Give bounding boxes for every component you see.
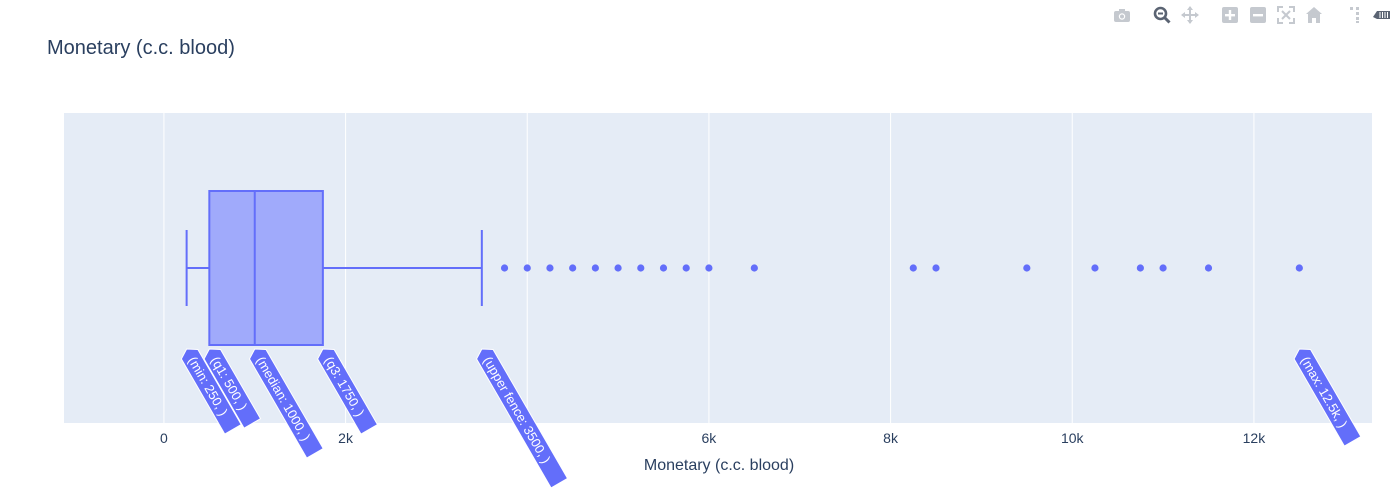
x-tick-label: 0 [160, 430, 168, 446]
outlier-point[interactable] [705, 264, 713, 272]
box-body[interactable] [208, 190, 324, 346]
outlier-point[interactable] [1159, 264, 1167, 272]
outlier-point[interactable] [1295, 264, 1303, 272]
x-tick-label: 8k [883, 430, 899, 446]
hover-labels: (min: 250, )(q1: 500, ) (median: 1000, )(… [180, 348, 1362, 489]
outlier-point[interactable] [614, 264, 622, 272]
modebar [1104, 6, 1392, 24]
zoom-out-icon[interactable] [1248, 6, 1268, 24]
outlier-point[interactable] [1023, 264, 1031, 272]
hover-label-box [476, 348, 569, 489]
hover-label-box [180, 348, 242, 435]
hover-label-box [317, 348, 379, 435]
outlier-point[interactable] [1091, 264, 1099, 272]
x-axis-ticks: 0 2k 6k 8k 10k 12k [160, 430, 1266, 446]
reset-axes-icon[interactable] [1304, 6, 1324, 24]
hover-label-box [203, 348, 262, 429]
outlier-point[interactable] [750, 264, 758, 272]
outlier-point[interactable] [682, 264, 690, 272]
pan-icon[interactable] [1180, 6, 1200, 24]
autoscale-icon[interactable] [1276, 6, 1296, 24]
outlier-point[interactable] [569, 264, 577, 272]
hover-label-box [1293, 348, 1362, 447]
outlier-point[interactable] [1204, 264, 1213, 272]
outlier-point[interactable] [659, 264, 668, 272]
outlier-points [500, 264, 1303, 272]
x-tick-label: 12k [1243, 430, 1267, 446]
zoom-in-icon[interactable] [1220, 6, 1240, 24]
hover-label-box [248, 348, 324, 459]
x-tick-label: 2k [338, 430, 354, 446]
x-tick-label: 10k [1061, 430, 1085, 446]
plotly-logo-icon[interactable] [1372, 6, 1392, 24]
x-axis-title: Monetary (c.c. blood) [644, 457, 794, 474]
zoom-icon[interactable] [1152, 6, 1172, 24]
outlier-point[interactable] [500, 264, 509, 272]
outlier-point[interactable] [909, 264, 917, 272]
box-trace[interactable] [185, 190, 483, 346]
outlier-point[interactable] [637, 264, 645, 272]
outlier-point[interactable] [932, 264, 940, 272]
outlier-point[interactable] [546, 264, 554, 272]
outlier-point[interactable] [591, 264, 599, 272]
spike-lines-icon[interactable] [1344, 6, 1364, 24]
camera-icon[interactable] [1112, 6, 1132, 24]
outlier-point[interactable] [1136, 264, 1144, 272]
x-tick-label: 6k [702, 430, 718, 446]
outlier-point[interactable] [523, 264, 531, 272]
chart-title: Monetary (c.c. blood) [47, 37, 235, 59]
